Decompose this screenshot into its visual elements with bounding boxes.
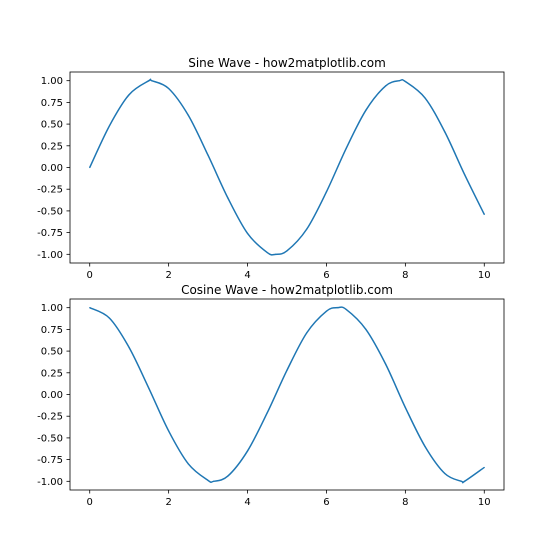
x-tick-label: 8 bbox=[402, 270, 408, 281]
y-tick-label: -0.50 bbox=[37, 433, 63, 444]
data-point bbox=[89, 307, 91, 309]
data-lines bbox=[89, 306, 485, 484]
data-point bbox=[89, 166, 91, 169]
y-tick-label: 0.50 bbox=[41, 120, 63, 131]
data-point bbox=[365, 109, 367, 111]
data-point bbox=[168, 87, 170, 90]
sine-wave-subplot: Sine Wave - how2matplotlib.com 0 2 4 6 8 10 1.… bbox=[37, 56, 505, 281]
data-point bbox=[128, 93, 130, 96]
data-point bbox=[345, 308, 347, 311]
data-point bbox=[266, 412, 268, 414]
x-tick-label: 10 bbox=[478, 497, 491, 508]
data-point bbox=[336, 307, 339, 309]
y-tick-label: 1.00 bbox=[41, 76, 63, 87]
data-point bbox=[187, 114, 189, 117]
axes-frame bbox=[69, 298, 505, 491]
data-lines bbox=[89, 78, 485, 256]
axis-ticks: 0 2 4 6 8 10 1.00 0.75 0.50 0.25 0.00 -0.25 -0.50 -0.… bbox=[37, 303, 491, 508]
data-point bbox=[385, 85, 387, 87]
data-point bbox=[325, 310, 328, 312]
data-point bbox=[207, 154, 209, 156]
y-tick-label: 0.75 bbox=[41, 325, 63, 336]
chart-title: Sine Wave - how2matplotlib.com bbox=[188, 56, 386, 70]
data-point bbox=[463, 173, 466, 176]
data-point bbox=[187, 463, 189, 465]
data-point bbox=[286, 250, 288, 252]
data-point bbox=[424, 97, 426, 99]
data-point bbox=[286, 369, 288, 371]
y-tick-label: 0.00 bbox=[41, 163, 63, 174]
data-point bbox=[148, 80, 150, 82]
data-point bbox=[227, 475, 229, 477]
data-point bbox=[325, 191, 328, 193]
data-point bbox=[345, 147, 347, 149]
x-tick-label: 0 bbox=[87, 270, 93, 281]
y-tick-label: -0.75 bbox=[37, 228, 63, 239]
data-point bbox=[266, 251, 268, 254]
x-tick-label: 6 bbox=[323, 270, 329, 281]
data-point bbox=[483, 213, 485, 215]
data-point bbox=[306, 332, 308, 334]
data-point bbox=[385, 363, 387, 365]
data-point bbox=[404, 80, 406, 83]
chart-title: Cosine Wave - how2matplotlib.com bbox=[181, 283, 393, 297]
y-tick-label: -1.00 bbox=[37, 250, 63, 261]
data-point bbox=[460, 480, 462, 482]
x-tick-label: 0 bbox=[87, 497, 93, 508]
data-point bbox=[151, 80, 153, 82]
x-tick-label: 4 bbox=[244, 270, 250, 281]
data-point bbox=[108, 125, 111, 127]
data-point bbox=[108, 317, 111, 319]
cosine-wave-subplot: Cosine Wave - how2matplotlib.com 0 2 4 6 8 10… bbox=[37, 283, 505, 508]
series-line bbox=[89, 306, 485, 484]
x-tick-label: 2 bbox=[165, 270, 171, 281]
y-tick-label: -0.75 bbox=[37, 455, 63, 466]
data-point bbox=[398, 80, 401, 82]
y-tick-label: 0.25 bbox=[41, 368, 63, 379]
data-point bbox=[483, 466, 485, 469]
y-tick-label: 1.00 bbox=[41, 303, 63, 314]
data-point bbox=[148, 387, 150, 390]
data-point bbox=[444, 131, 446, 133]
y-tick-label: 0.25 bbox=[41, 141, 63, 152]
y-tick-label: -0.25 bbox=[37, 185, 63, 196]
data-point bbox=[207, 479, 209, 482]
data-point bbox=[463, 480, 466, 482]
data-point bbox=[424, 445, 426, 448]
data-point bbox=[404, 406, 406, 409]
y-tick-label: -0.50 bbox=[37, 206, 63, 217]
x-tick-label: 8 bbox=[402, 497, 408, 508]
x-tick-label: 2 bbox=[165, 497, 171, 508]
y-tick-label: 0.50 bbox=[41, 347, 63, 358]
data-point bbox=[306, 228, 308, 230]
x-tick-label: 6 bbox=[323, 497, 329, 508]
data-point bbox=[365, 328, 367, 330]
axis-ticks: 0 2 4 6 8 10 1.00 0.75 0.50 0.25 0.00 -0.25 -0.50 -0.… bbox=[37, 76, 491, 281]
data-point bbox=[128, 347, 130, 349]
data-point bbox=[213, 480, 215, 482]
y-tick-label: -0.25 bbox=[37, 412, 63, 423]
data-point bbox=[246, 450, 249, 452]
data-point bbox=[227, 197, 229, 199]
y-tick-label: -1.00 bbox=[37, 477, 63, 488]
x-tick-label: 4 bbox=[244, 497, 250, 508]
data-point bbox=[168, 430, 170, 432]
y-tick-label: 0.75 bbox=[41, 98, 63, 109]
axes-frame bbox=[69, 71, 505, 264]
data-point bbox=[274, 253, 277, 255]
x-tick-label: 10 bbox=[478, 270, 491, 281]
data-point bbox=[246, 232, 249, 235]
y-tick-label: 0.00 bbox=[41, 390, 63, 401]
series-line bbox=[89, 78, 485, 256]
data-point bbox=[444, 472, 446, 475]
